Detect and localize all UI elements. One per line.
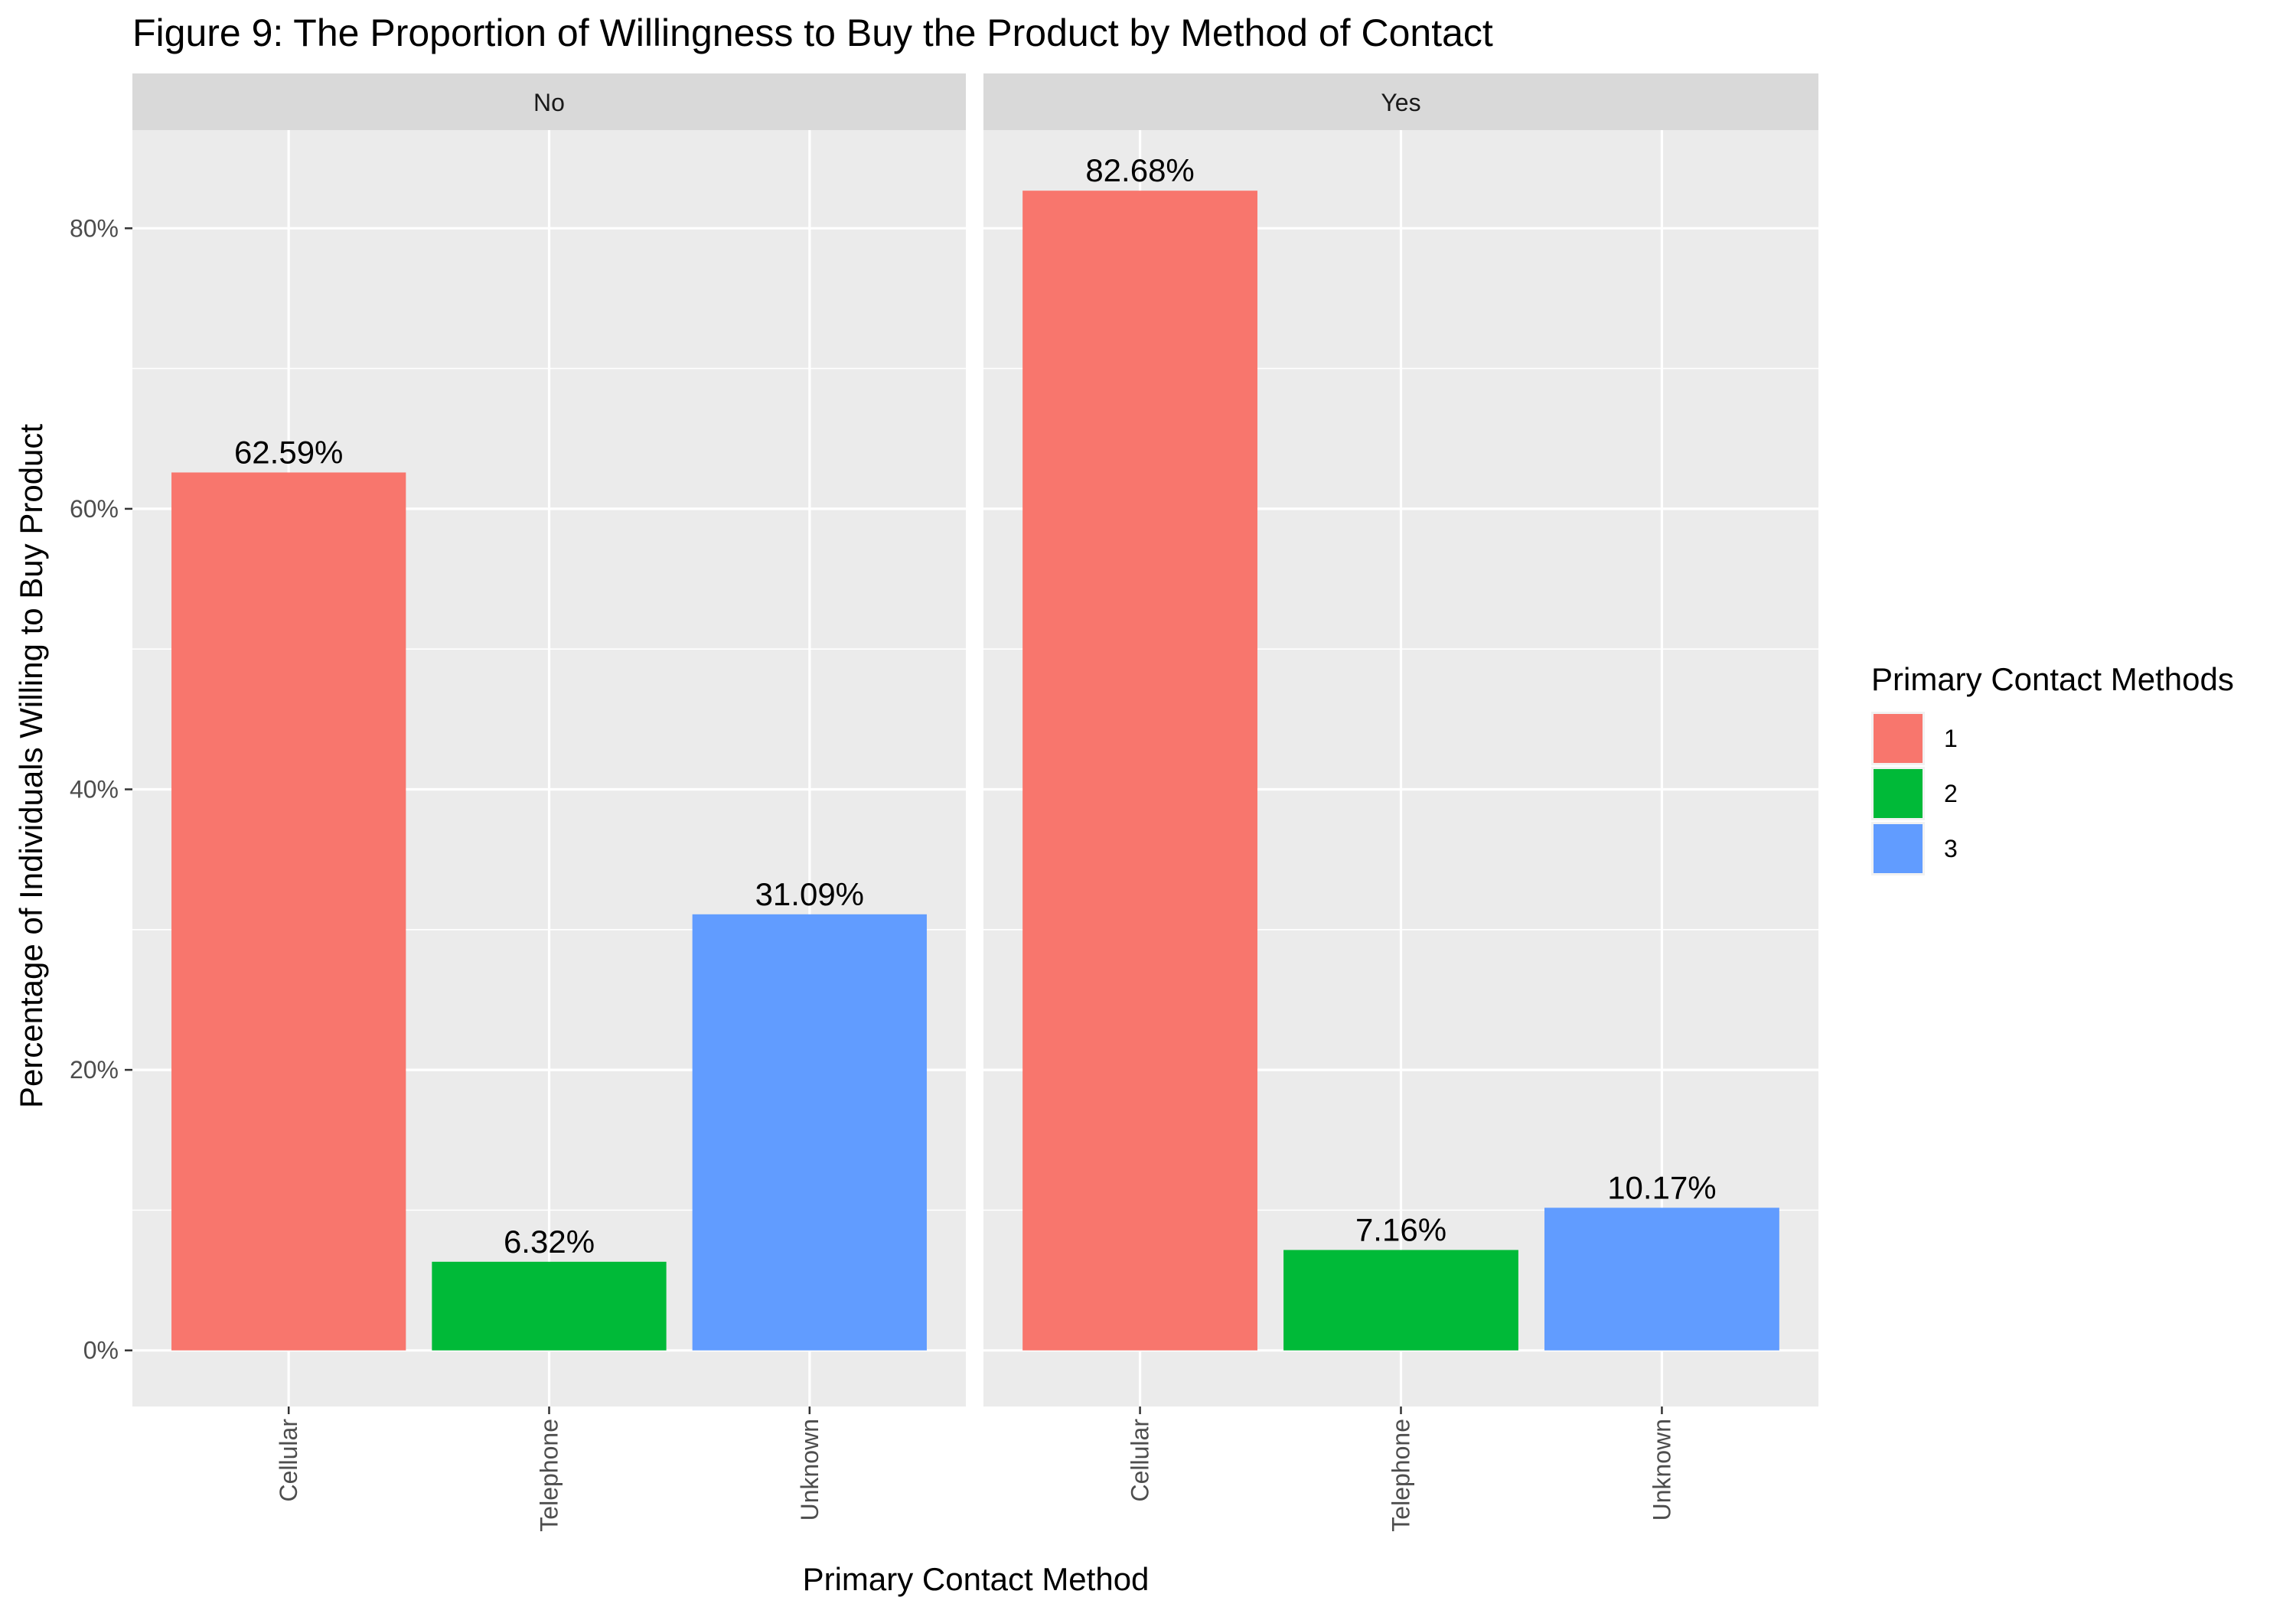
x-tick-label: Telephone [1388,1419,1415,1532]
x-tick-label: Cellular [275,1419,302,1502]
legend-label: 3 [1944,835,1958,862]
facet-panels: No Cellular Telephone Unknown 62.59% 6.32% 31.… [70,73,1818,1532]
x-tick-label: Unknown [796,1419,823,1521]
data-label: 62.59% [234,434,343,470]
y-tick-label: 80% [70,214,119,242]
facet-strip [983,73,1818,130]
chart-title: Figure 9: The Proportion of Willingness … [132,11,1493,54]
y-tick-label: 20% [70,1056,119,1084]
facet-strip-label: No [533,89,565,116]
y-tick-label: 60% [70,495,119,523]
legend-swatch [1874,824,1923,873]
bar-cellular [171,472,406,1351]
legend: Primary Contact Methods 1 2 3 [1871,661,2234,875]
facet-panel-no: No Cellular Telephone Unknown 62.59% 6.32% 31.… [132,73,966,1532]
bar-telephone [1283,1250,1518,1351]
facet-strip [132,73,966,130]
y-tick-label: 0% [83,1337,119,1364]
data-label: 10.17% [1607,1169,1716,1205]
x-tick-label: Cellular [1127,1419,1154,1502]
legend-label: 1 [1944,725,1958,752]
bar-unknown [692,914,927,1351]
facet-panel-yes: Yes Cellular Telephone Unknown 82.68% 7.16% 10… [983,73,1818,1532]
y-tick-label: 40% [70,775,119,803]
facet-strip-label: Yes [1381,89,1420,116]
bar-telephone [432,1261,667,1351]
x-axis-title: Primary Contact Method [803,1561,1150,1597]
bar-unknown [1544,1208,1779,1351]
x-tick-label: Telephone [536,1419,563,1532]
y-axis: 0% 20% 40% 60% 80% [70,214,132,1364]
legend-swatch [1874,769,1923,818]
data-label: 82.68% [1085,152,1194,188]
data-label: 31.09% [755,876,864,912]
legend-swatch [1874,714,1923,763]
legend-label: 2 [1944,780,1958,807]
y-axis-title: Percentage of Individuals Willing to Buy… [13,424,49,1108]
data-label: 6.32% [504,1224,595,1260]
bar-cellular [1022,191,1257,1351]
legend-title: Primary Contact Methods [1871,661,2234,697]
x-tick-label: Unknown [1648,1419,1675,1521]
data-label: 7.16% [1355,1211,1446,1247]
